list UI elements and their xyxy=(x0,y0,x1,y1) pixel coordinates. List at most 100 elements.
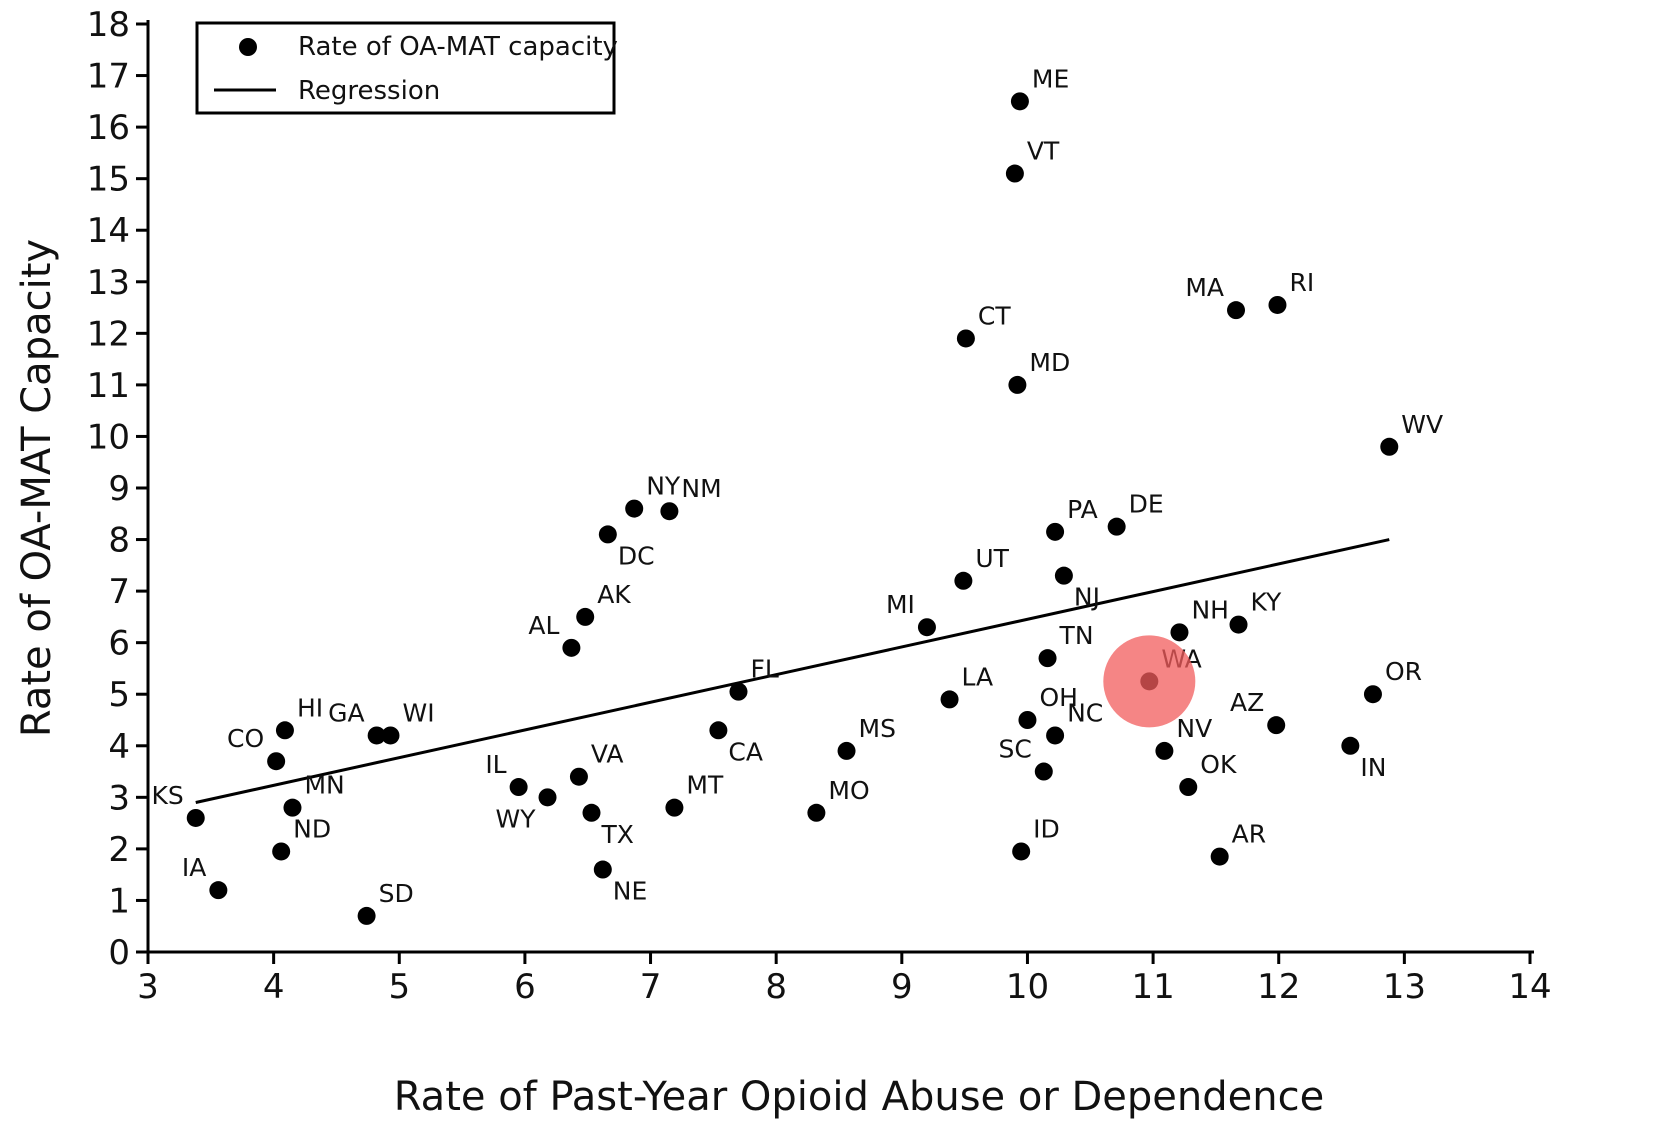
point-label-de: DE xyxy=(1129,490,1164,519)
point-oh xyxy=(1018,711,1037,729)
point-label-ca: CA xyxy=(728,737,763,766)
x-tick-label: 6 xyxy=(514,967,536,1007)
y-tick-label: 14 xyxy=(87,211,130,251)
point-pa xyxy=(1046,522,1065,541)
point-label-il: IL xyxy=(485,750,506,779)
point-label-me: ME xyxy=(1032,64,1069,93)
point-label-al: AL xyxy=(528,611,559,640)
point-label-ne: NE xyxy=(613,877,648,906)
point-label-pa: PA xyxy=(1067,495,1098,524)
y-tick-label: 1 xyxy=(108,881,130,921)
y-tick-label: 0 xyxy=(108,933,130,973)
y-tick-label: 6 xyxy=(108,624,130,664)
point-label-az: AZ xyxy=(1230,688,1264,717)
y-tick-label: 17 xyxy=(87,57,130,97)
point-sc xyxy=(1034,762,1053,781)
point-de xyxy=(1107,517,1126,536)
point-id xyxy=(1012,842,1031,861)
point-label-or: OR xyxy=(1385,657,1422,686)
y-axis-title: Rate of OA-MAT Capacity xyxy=(14,239,60,737)
point-label-vt: VT xyxy=(1027,137,1060,166)
point-nd xyxy=(272,842,291,861)
point-label-nc: NC xyxy=(1067,698,1103,727)
x-tick-label: 3 xyxy=(137,967,159,1007)
y-tick-label: 9 xyxy=(108,469,130,509)
scatter-points xyxy=(186,92,1399,925)
y-tick-label: 3 xyxy=(108,778,130,818)
point-label-nv: NV xyxy=(1176,714,1212,743)
point-labels: KS IA CO HI MN ND GA WI SD IL WY VA TX NE AL AK DC NY NM MT… xyxy=(151,64,1443,908)
point-label-wy: WY xyxy=(496,804,537,833)
x-tick-label: 10 xyxy=(1006,967,1049,1007)
point-mt xyxy=(665,798,684,817)
point-label-id: ID xyxy=(1033,814,1060,843)
point-ar xyxy=(1210,847,1229,866)
point-label-ut: UT xyxy=(975,544,1009,573)
point-label-ct: CT xyxy=(978,301,1011,330)
highlight-layer xyxy=(1103,635,1196,728)
y-tick-label: 4 xyxy=(108,727,130,767)
legend-box xyxy=(195,21,616,115)
x-tick-label: 14 xyxy=(1508,967,1551,1007)
y-tick-label: 13 xyxy=(87,263,130,303)
point-ga xyxy=(367,726,386,745)
point-label-sc: SC xyxy=(998,735,1031,764)
point-mi xyxy=(917,618,936,637)
x-axis-title: Rate of Past-Year Opioid Abuse or Depend… xyxy=(394,1074,1324,1120)
point-ma xyxy=(1227,301,1246,320)
point-label-mo: MO xyxy=(828,776,869,805)
point-label-mt: MT xyxy=(686,771,724,800)
point-dc xyxy=(598,525,617,544)
point-ky xyxy=(1229,615,1248,634)
x-tick-label: 12 xyxy=(1257,967,1300,1007)
y-tick-label: 15 xyxy=(87,160,130,200)
point-co xyxy=(267,752,286,771)
point-me xyxy=(1010,92,1029,111)
y-tick-label: 16 xyxy=(87,108,130,148)
point-label-la: LA xyxy=(962,662,994,691)
point-label-ia: IA xyxy=(182,853,206,882)
y-tick-label: 11 xyxy=(87,366,130,406)
highlight-marker xyxy=(1103,635,1196,728)
point-label-ok: OK xyxy=(1200,750,1237,779)
point-label-in: IN xyxy=(1360,753,1386,782)
point-wv xyxy=(1380,437,1399,456)
point-ca xyxy=(709,721,728,740)
point-label-mi: MI xyxy=(886,590,915,619)
x-tick-label: 4 xyxy=(263,967,285,1007)
point-ne xyxy=(593,860,612,879)
point-la xyxy=(940,690,959,709)
point-label-nm: NM xyxy=(681,474,721,503)
point-label-ak: AK xyxy=(597,580,631,609)
x-tick-label: 5 xyxy=(388,967,410,1007)
point-ms xyxy=(837,741,856,760)
x-tick-label: 9 xyxy=(891,967,913,1007)
point-label-ks: KS xyxy=(151,781,183,810)
regression-series xyxy=(195,538,1390,804)
point-label-hi: HI xyxy=(297,693,323,722)
point-or xyxy=(1363,685,1382,704)
point-label-ma: MA xyxy=(1185,273,1224,302)
point-label-fl: FL xyxy=(750,655,778,684)
point-hi xyxy=(275,721,294,740)
y-tick-label: 5 xyxy=(108,675,130,715)
x-tick-label: 7 xyxy=(640,967,662,1007)
legend-label-regression: Regression xyxy=(298,76,440,106)
legend-label-capacity: Rate of OA-MAT capacity xyxy=(298,32,618,62)
point-label-md: MD xyxy=(1029,348,1070,377)
legend: Rate of OA-MAT capacity Regression xyxy=(195,21,618,115)
point-nc xyxy=(1046,726,1065,745)
point-ri xyxy=(1268,295,1287,314)
point-fl xyxy=(729,682,748,701)
point-nv xyxy=(1155,741,1174,760)
point-label-mn: MN xyxy=(304,771,344,800)
point-ak xyxy=(576,607,595,626)
x-tick-label: 11 xyxy=(1131,967,1174,1007)
y-tick-label: 2 xyxy=(108,830,130,870)
point-label-nd: ND xyxy=(293,814,331,843)
point-label-ny: NY xyxy=(646,472,681,501)
point-va xyxy=(569,767,588,786)
x-tick-label: 13 xyxy=(1383,967,1426,1007)
point-label-wi: WI xyxy=(402,698,434,727)
